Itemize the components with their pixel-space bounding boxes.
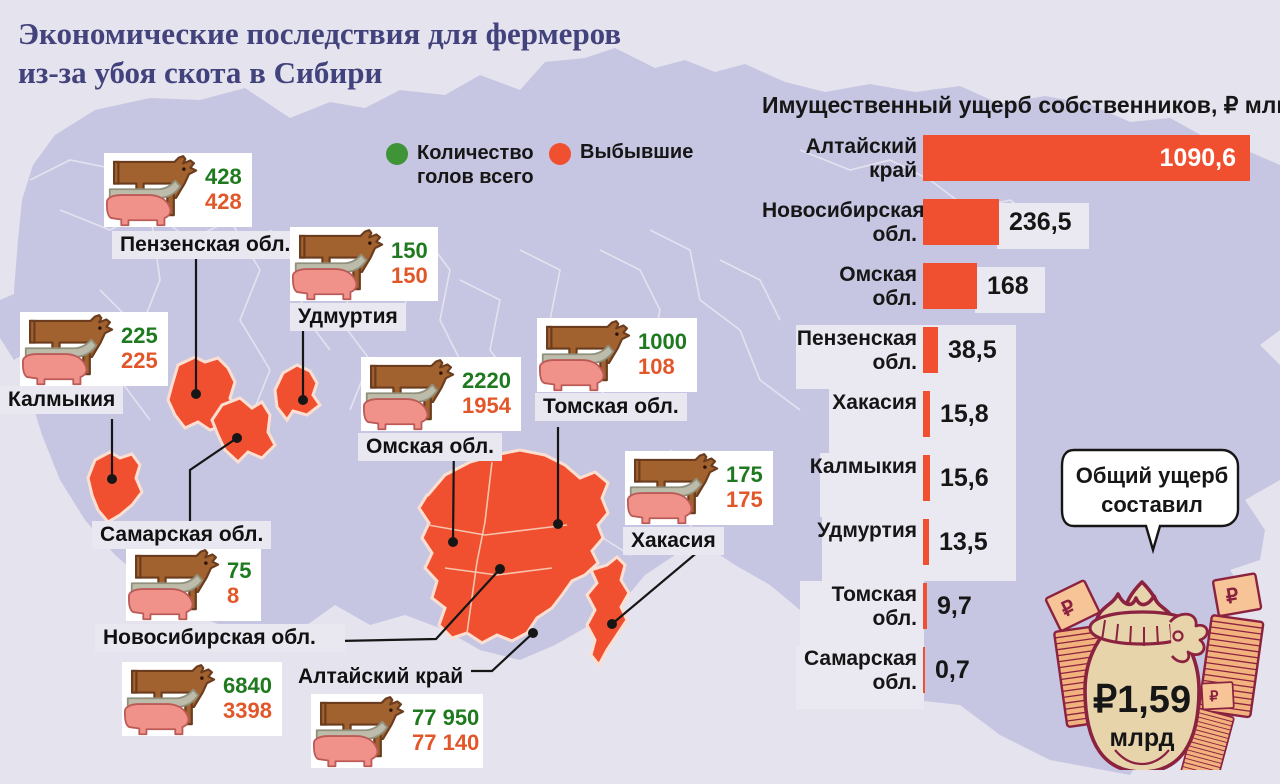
- svg-text:₽1,59: ₽1,59: [1093, 679, 1191, 721]
- svg-text:млрд: млрд: [1110, 724, 1175, 752]
